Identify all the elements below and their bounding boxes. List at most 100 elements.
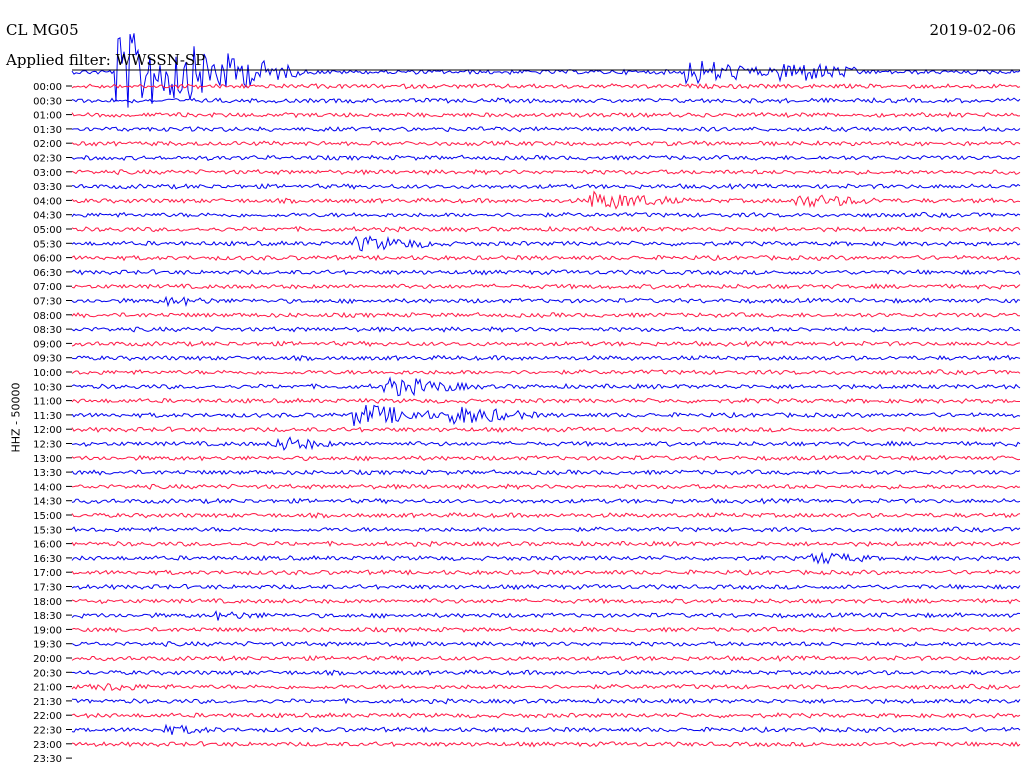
trace-row	[71, 168, 1021, 176]
row-time-label: 15:30	[33, 525, 62, 536]
row-time-label: 18:30	[33, 611, 62, 622]
row-time-label: 04:30	[33, 211, 62, 222]
trace-row	[71, 183, 1021, 190]
row-time-label: 17:00	[33, 568, 62, 579]
row-time-label: 12:00	[33, 425, 62, 436]
row-time-label: 08:30	[33, 325, 62, 336]
row-time-label: 06:30	[33, 268, 62, 279]
row-time-label: 23:30	[33, 754, 62, 765]
trace-row	[71, 235, 1021, 252]
trace-row	[71, 140, 1021, 147]
trace-row	[71, 454, 1021, 462]
row-time-label: 04:00	[33, 196, 62, 207]
trace-row	[71, 483, 1021, 491]
row-time-label: 21:30	[33, 697, 62, 708]
row-time-label: 21:00	[33, 683, 62, 694]
row-time-label: 05:00	[33, 225, 62, 236]
trace-row	[71, 583, 1021, 591]
row-time-label: 01:00	[33, 111, 62, 122]
row-time-label: 06:00	[33, 254, 62, 265]
row-time-label: 11:30	[33, 411, 62, 422]
row-time-label: 01:30	[33, 125, 62, 136]
row-time-label: 00:00	[33, 82, 62, 93]
trace-row	[71, 369, 1021, 376]
trace-row	[71, 340, 1021, 348]
row-time-label: 14:30	[33, 497, 62, 508]
row-time-label: 13:00	[33, 454, 62, 465]
row-time-label: 10:30	[33, 382, 62, 393]
row-time-label: 20:30	[33, 668, 62, 679]
row-time-label: 16:00	[33, 540, 62, 551]
trace-row	[71, 610, 1021, 621]
trace-row	[71, 568, 1021, 576]
trace-row	[71, 211, 1021, 219]
trace-row	[71, 295, 1021, 308]
row-time-label: 11:00	[33, 397, 62, 408]
row-time-label: 10:00	[33, 368, 62, 379]
trace-row	[71, 740, 1021, 748]
trace-row	[71, 326, 1021, 333]
row-time-label: 17:30	[33, 583, 62, 594]
trace-row	[71, 669, 1021, 677]
trace-row	[71, 82, 1021, 90]
channel-label: HHZ - 50000	[9, 382, 23, 453]
row-time-label: 02:30	[33, 154, 62, 165]
trace-row	[71, 254, 1021, 262]
trace-row	[71, 125, 1021, 133]
row-time-label: 03:30	[33, 182, 62, 193]
trace-row	[71, 723, 1021, 735]
trace-row	[71, 111, 1021, 119]
trace-row	[71, 712, 1021, 719]
row-time-label: 15:00	[33, 511, 62, 522]
row-time-label: 20:00	[33, 654, 62, 665]
trace-row	[71, 282, 1021, 290]
row-time-label: 23:00	[33, 740, 62, 751]
row-time-label: 22:30	[33, 726, 62, 737]
trace-row	[71, 697, 1021, 705]
trace-row	[71, 269, 1021, 276]
row-time-label: 18:00	[33, 597, 62, 608]
row-time-label: 05:30	[33, 239, 62, 250]
row-time-label: 09:00	[33, 339, 62, 350]
trace-row	[71, 682, 1021, 692]
trace-row	[71, 597, 1021, 605]
trace-row	[71, 97, 1021, 104]
trace-row	[71, 311, 1021, 319]
trace-row	[71, 225, 1021, 233]
trace-row	[71, 626, 1021, 634]
row-time-label: 07:30	[33, 297, 62, 308]
trace-row	[71, 540, 1021, 548]
row-time-label: 19:30	[33, 640, 62, 651]
trace-row	[71, 469, 1021, 476]
row-time-label: 07:00	[33, 282, 62, 293]
row-time-label: 12:30	[33, 440, 62, 451]
trace-row	[71, 190, 1021, 210]
trace-row	[71, 436, 1021, 451]
trace-row	[71, 154, 1021, 162]
row-time-label: 19:00	[33, 625, 62, 636]
row-time-label: 03:00	[33, 168, 62, 179]
trace-row	[71, 354, 1021, 362]
trace-row	[71, 33, 1021, 108]
station-code: CL MG05	[6, 21, 79, 39]
row-time-label: 08:00	[33, 311, 62, 322]
row-time-label: 13:30	[33, 468, 62, 479]
trace-row	[71, 526, 1021, 533]
row-time-label: 14:00	[33, 482, 62, 493]
trace-row	[71, 426, 1021, 433]
trace-row	[71, 404, 1021, 426]
row-time-label: 02:00	[33, 139, 62, 150]
record-date: 2019-02-06	[929, 21, 1016, 39]
trace-row	[71, 654, 1021, 662]
row-time-label: 16:30	[33, 554, 62, 565]
trace-row	[71, 551, 1021, 565]
row-time-label: 09:30	[33, 354, 62, 365]
trace-row	[71, 397, 1020, 405]
trace-row	[71, 376, 1021, 397]
trace-row	[71, 640, 1021, 648]
trace-row	[71, 512, 1021, 519]
filter-label: Applied filter: WWSSN-SP	[6, 51, 206, 69]
row-time-label: 22:00	[33, 711, 62, 722]
trace-row	[71, 497, 1021, 505]
